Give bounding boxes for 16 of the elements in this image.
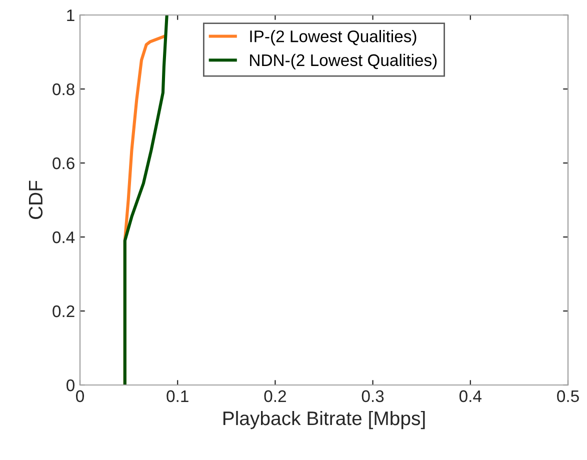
x-tick-label: 0 xyxy=(76,390,84,402)
y-tick-label: 0.4 xyxy=(52,231,75,244)
x-tick-label: 0.2 xyxy=(264,390,286,402)
x-tick-label: 0.3 xyxy=(362,390,384,402)
y-tick-label: 0.2 xyxy=(52,305,74,318)
y-tick-label: 0.6 xyxy=(52,157,74,170)
y-axis-title: CDF xyxy=(28,180,43,219)
x-tick-label: 0.4 xyxy=(459,390,482,402)
legend-label: IP-(2 Lowest Qualities) xyxy=(250,30,416,46)
x-axis-title: Playback Bitrate [Mbps] xyxy=(223,410,425,430)
legend-label: NDN-(2 Lowest Qualities) xyxy=(250,54,437,70)
x-tick-label: 0.5 xyxy=(557,390,579,402)
x-tick-label: 0.1 xyxy=(166,390,188,402)
y-tick-label: 1 xyxy=(67,10,74,22)
y-tick-label: 0 xyxy=(66,379,74,392)
y-tick-label: 0.8 xyxy=(52,83,74,96)
